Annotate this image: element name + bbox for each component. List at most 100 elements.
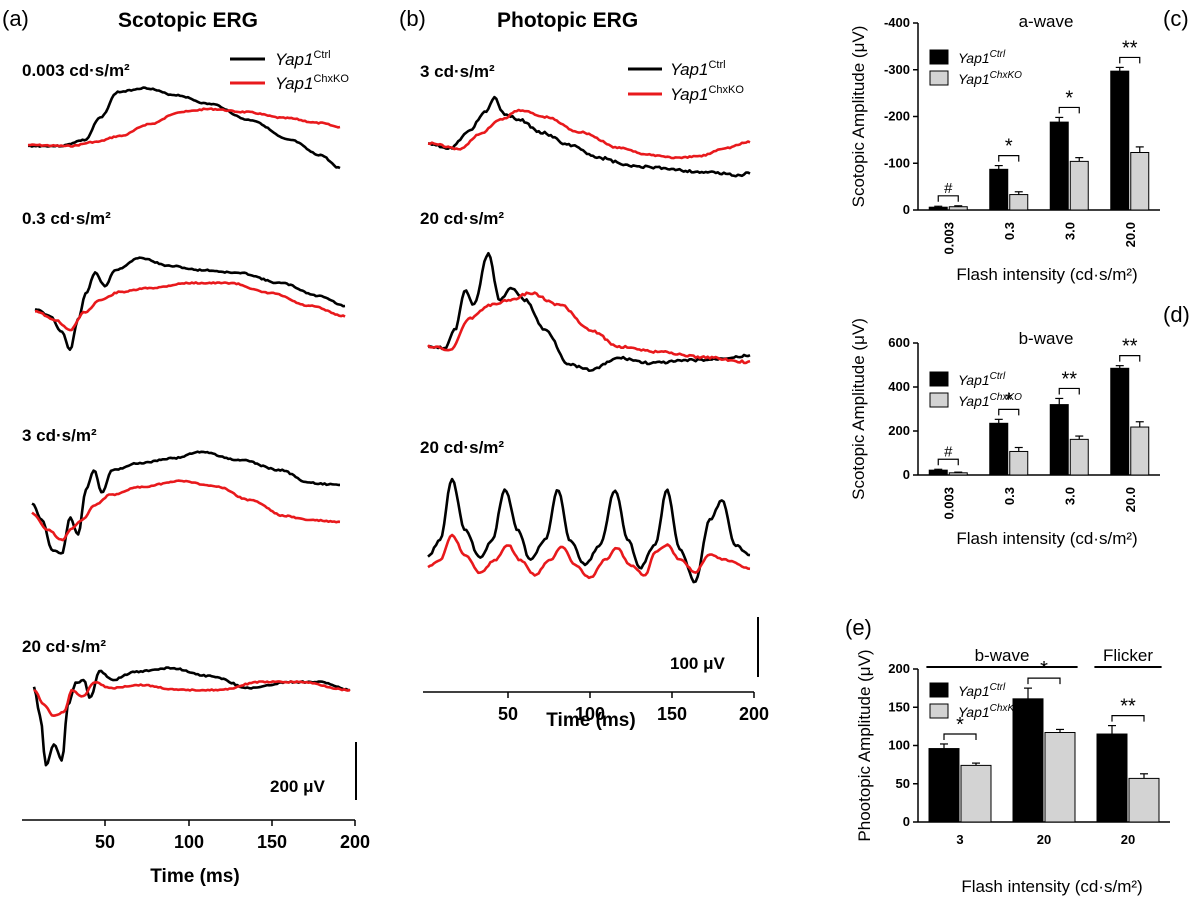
y-tick-label: -100 [884, 155, 910, 170]
trace-a1-ctrl [34, 256, 346, 351]
x-tick-label: 50 [498, 704, 518, 724]
bar-d-ko-3 [1130, 426, 1150, 476]
y-tick-label: 200 [888, 423, 910, 438]
panel-b-traces [427, 95, 751, 584]
panel-b-x-ticks: 50 100 150 200 [498, 692, 769, 724]
panel-a-x-ticks: 50 100 150 200 [95, 820, 370, 852]
flash-label-a-3: 20 cd·s/m² [22, 637, 106, 656]
bar-c-ko-0 [948, 206, 968, 211]
x-tick-label: 0.003 [941, 222, 956, 255]
significance-bracket [1058, 106, 1080, 114]
panel-a-letter: (a) [2, 6, 29, 31]
flash-label-a-0: 0.003 cd·s/m² [22, 61, 130, 80]
bar-c-ctrl-3 [1110, 70, 1130, 211]
x-tick-label: 0.003 [941, 487, 956, 520]
y-tick-label: 400 [888, 379, 910, 394]
legend-label: Yap1Ctrl [958, 371, 1006, 388]
trace-b2-ko [427, 533, 751, 580]
chart-title: a-wave [1019, 12, 1074, 31]
flash-label-b-0: 3 cd·s/m² [420, 62, 495, 81]
significance-bracket [998, 154, 1020, 162]
trace-b1-ctrl [427, 252, 751, 372]
trace-a2-ko [31, 479, 341, 542]
panel-b-title: Photopic ERG [497, 9, 638, 32]
legend-label: Yap1Ctrl [958, 49, 1006, 66]
group-label: Flicker [1103, 646, 1153, 665]
scale-bar-b-label: 100 μV [670, 654, 725, 673]
bar-e-ctrl-1 [1012, 698, 1044, 823]
significance-bracket [1058, 387, 1080, 395]
trace-a2-ctrl [31, 450, 340, 555]
x-tick-label: 3.0 [1062, 487, 1077, 505]
y-tick-label: -200 [884, 109, 910, 124]
x-tick-label: 20 [1037, 832, 1051, 847]
bar-chart-e: (e) 0 50 100 150 200 Phootopic Amplitude (μV) F… [845, 615, 1170, 896]
trace-a3-ko [33, 680, 351, 717]
y-axis-label: Scotopic Amplitude (μV) [849, 318, 868, 500]
flash-label-a-2: 3 cd·s/m² [22, 426, 97, 445]
y-tick-label: 0 [903, 814, 910, 829]
x-tick-label: 3.0 [1062, 222, 1077, 240]
legend-label: Yap1Ctrl [958, 682, 1006, 699]
x-tick-label: 150 [657, 704, 687, 724]
legend-swatch [929, 682, 949, 698]
panel-a: (a) Scotopic ERG Yap1Ctrl Yap1ChxKO 0.00… [2, 6, 370, 887]
legend-label: Yap1ChxKO [958, 392, 1022, 409]
y-tick-label: 600 [888, 335, 910, 350]
bar-c-ctrl-2 [1049, 121, 1069, 211]
significance-marker: ** [1122, 37, 1138, 59]
panel-a-legend: Yap1Ctrl Yap1ChxKO [230, 49, 349, 93]
bar-d-ctrl-3 [1110, 367, 1130, 476]
panel-b: (b) Photopic ERG Yap1Ctrl Yap1ChxKO 3 cd… [399, 6, 769, 731]
trace-a0-ko [27, 107, 341, 148]
significance-bracket [937, 195, 959, 202]
x-tick-label: 3 [956, 832, 963, 847]
flash-label-b-1: 20 cd·s/m² [420, 209, 504, 228]
panel-d-letter: (d) [1163, 302, 1190, 327]
legend-b-ko: Yap1ChxKO [670, 84, 744, 104]
significance-bracket [937, 458, 959, 466]
trace-b2-ctrl [427, 477, 751, 584]
panel-b-legend: Yap1Ctrl Yap1ChxKO [628, 59, 744, 104]
significance-marker: ** [1061, 368, 1077, 390]
bar-chart-c: (c) a-wave 0 -100 -200 -300 -400 Scotopic Ampli… [849, 6, 1189, 284]
bar-e-ctrl-0 [928, 748, 960, 823]
bar-d-ctrl-1 [989, 422, 1009, 476]
legend-swatch [929, 392, 949, 408]
scale-bar-a-label: 200 μV [270, 777, 325, 796]
significance-bracket [1027, 677, 1061, 685]
y-tick-label: -300 [884, 62, 910, 77]
y-tick-label: 150 [888, 699, 910, 714]
x-axis-label: Flash intensity (cd·s/m²) [956, 529, 1137, 548]
x-tick-label: 200 [340, 832, 370, 852]
chart-title: b-wave [1019, 329, 1074, 348]
legend-swatch [929, 70, 949, 86]
significance-marker: * [1005, 389, 1013, 411]
y-tick-label: -400 [884, 15, 910, 30]
x-tick-label: 200 [739, 704, 769, 724]
significance-bracket [1119, 56, 1141, 64]
significance-marker: # [944, 180, 953, 197]
significance-marker: * [1065, 87, 1073, 109]
legend-swatch [929, 49, 949, 65]
legend-swatch [929, 371, 949, 387]
legend-swatch [929, 703, 949, 719]
trace-b0-ko [427, 108, 751, 160]
bar-d-ko-0 [948, 472, 968, 476]
legend-b-ctrl: Yap1Ctrl [670, 59, 726, 79]
panel-b-xlabel: Time (ms) [546, 710, 635, 731]
x-tick-label: 0.3 [1002, 222, 1017, 240]
trace-a1-ko [35, 281, 346, 332]
y-tick-label: 200 [888, 661, 910, 676]
panel-a-title: Scotopic ERG [118, 9, 258, 32]
bar-c-ctrl-0 [928, 206, 948, 211]
x-axis-label: Flash intensity (cd·s/m²) [961, 877, 1142, 896]
bar-d-ctrl-0 [928, 469, 948, 476]
bar-e-ko-0 [960, 764, 992, 823]
flash-label-a-1: 0.3 cd·s/m² [22, 209, 111, 228]
significance-marker: * [1005, 136, 1013, 158]
panel-a-xlabel: Time (ms) [150, 866, 239, 887]
y-axis-label: Scotopic Amplitude (μV) [849, 26, 868, 208]
y-tick-label: 0 [903, 467, 910, 482]
bar-d-ko-1 [1009, 450, 1029, 476]
